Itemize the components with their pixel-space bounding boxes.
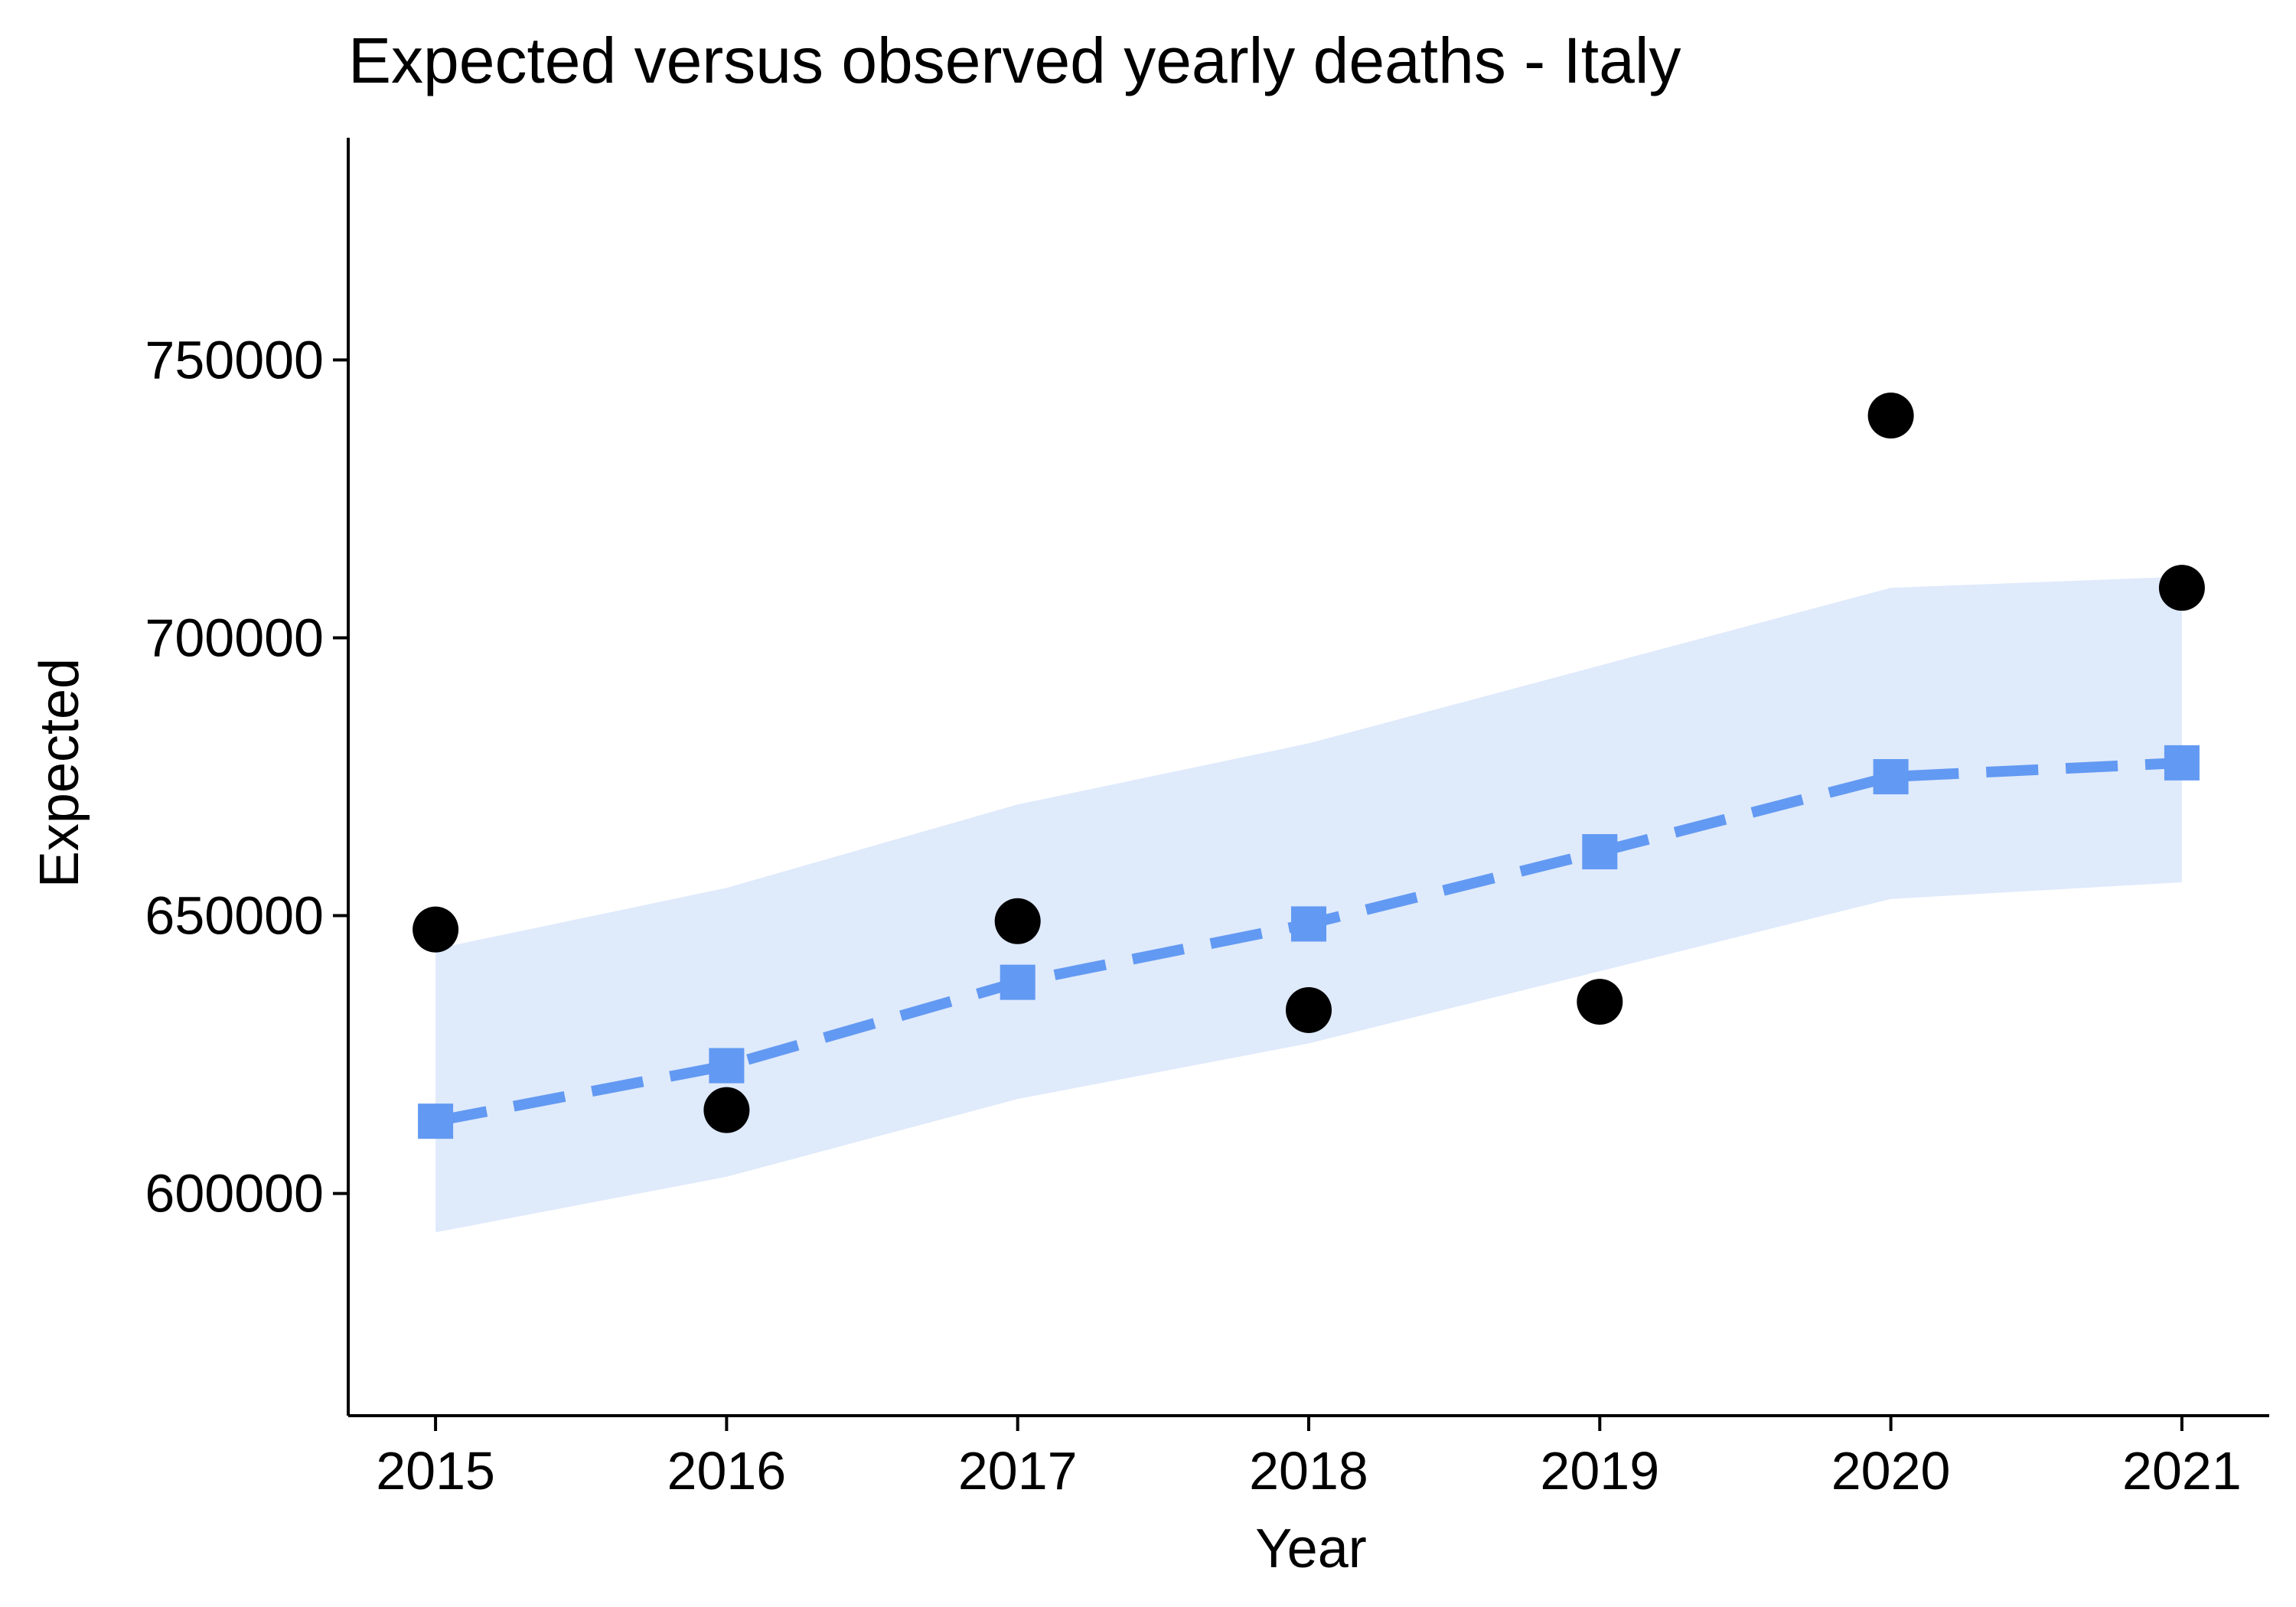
x-tick-label: 2015 [376,1441,495,1501]
y-tick-label: 750000 [145,330,324,390]
x-ticks: 2015 2016 2017 2018 2019 2020 2021 [376,1416,2242,1501]
expected-marker-2018 [1291,906,1326,942]
expected-marker-2015 [418,1103,454,1139]
observed-point-2016 [703,1087,750,1133]
y-tick-label: 700000 [145,608,324,667]
observed-point-2020 [1867,393,1914,439]
y-ticks: 600000 650000 700000 750000 [145,330,348,1224]
x-tick-label: 2017 [958,1441,1078,1501]
x-tick-label: 2016 [667,1441,787,1501]
y-tick-label: 650000 [145,886,324,946]
x-tick-label: 2020 [1831,1441,1951,1501]
observed-point-2021 [2158,565,2205,611]
expected-line-layer [418,745,2200,1139]
observed-point-2017 [994,898,1041,944]
chart-title: Expected versus observed yearly deaths -… [348,24,1681,96]
expected-marker-2019 [1582,834,1618,870]
expected-marker-2017 [1000,964,1035,1000]
y-tick-label: 600000 [145,1164,324,1224]
observed-points-layer [413,393,2205,1133]
expected-marker-2020 [1873,759,1909,794]
expected-marker-2016 [709,1048,745,1084]
x-tick-label: 2018 [1249,1441,1368,1501]
x-axis-title: Year [1255,1518,1366,1579]
y-axis-title: Expected [29,658,90,888]
observed-point-2019 [1577,979,1623,1025]
x-tick-label: 2021 [2122,1441,2242,1501]
confidence-band [435,576,2182,1233]
x-tick-label: 2019 [1540,1441,1659,1501]
confidence-band-layer [435,576,2182,1233]
observed-point-2018 [1286,986,1332,1033]
expected-marker-2021 [2164,745,2200,781]
observed-point-2015 [413,906,459,953]
